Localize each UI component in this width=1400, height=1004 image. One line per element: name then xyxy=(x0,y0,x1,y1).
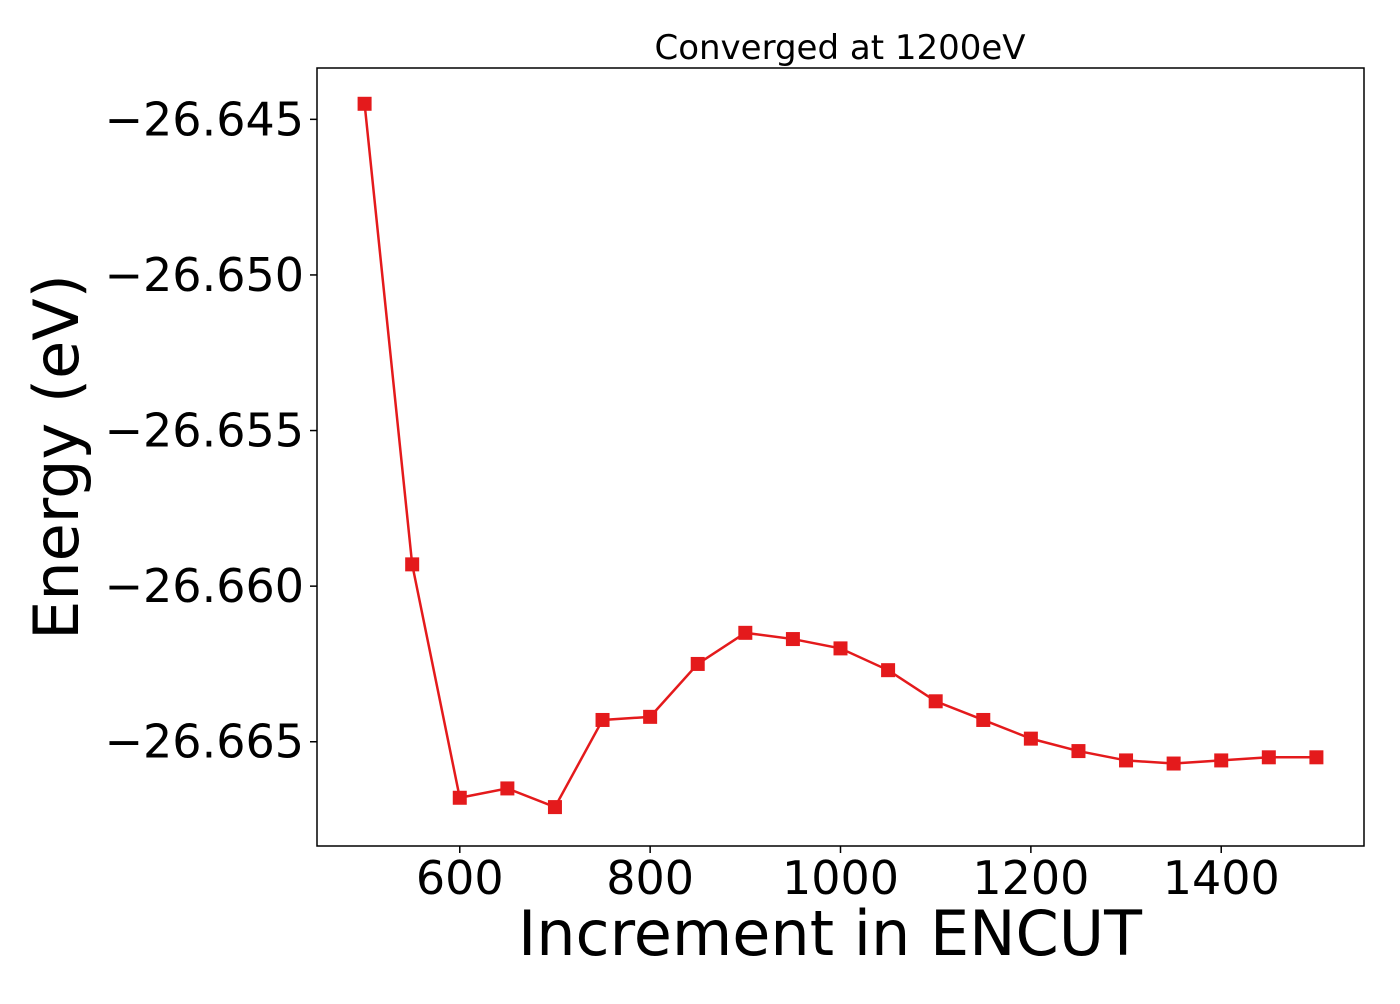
data-point-marker xyxy=(1023,731,1038,746)
data-point-marker xyxy=(738,625,753,640)
y-axis-label: Energy (eV) xyxy=(20,274,93,640)
y-tick-label: −26.655 xyxy=(105,404,305,458)
data-point-marker xyxy=(785,632,800,647)
data-point-marker xyxy=(357,96,372,111)
x-axis-ticks: 600 800 1000 1200 1400 xyxy=(416,846,1280,905)
data-point-marker xyxy=(1309,750,1324,765)
y-tick-label: −26.665 xyxy=(105,715,305,769)
data-point-marker xyxy=(500,781,515,796)
data-point-marker xyxy=(452,790,467,805)
x-tick-label: 1400 xyxy=(1163,851,1280,905)
x-axis-label: Increment in ENCUT xyxy=(518,897,1143,970)
data-point-marker xyxy=(1166,756,1181,771)
data-point-marker xyxy=(595,712,610,727)
x-tick-label: 600 xyxy=(416,851,504,905)
data-point-marker xyxy=(547,800,562,815)
x-tick-label: 1000 xyxy=(782,851,899,905)
data-point-marker xyxy=(1261,750,1276,765)
data-point-marker xyxy=(1119,753,1134,768)
chart-title: Converged at 1200eV xyxy=(654,28,1025,68)
y-tick-label: −26.645 xyxy=(105,92,305,146)
series-layer xyxy=(357,96,1324,815)
data-point-marker xyxy=(1214,753,1229,768)
data-point-marker xyxy=(881,663,896,678)
x-tick-label: 1200 xyxy=(972,851,1089,905)
y-tick-label: −26.660 xyxy=(105,559,305,613)
series-line xyxy=(363,103,1317,809)
data-point-marker xyxy=(833,641,848,656)
y-tick-label: −26.650 xyxy=(105,248,305,302)
y-axis-ticks: −26.645 −26.650 −26.655 −26.660 −26.665 xyxy=(105,92,317,769)
data-point-marker xyxy=(643,709,658,724)
data-point-marker xyxy=(690,656,705,671)
data-point-marker xyxy=(1071,744,1086,759)
data-point-marker xyxy=(976,712,991,727)
data-point-marker xyxy=(405,557,420,572)
data-point-marker xyxy=(928,694,943,709)
x-tick-label: 800 xyxy=(606,851,694,905)
plot-area-frame xyxy=(316,67,1365,847)
